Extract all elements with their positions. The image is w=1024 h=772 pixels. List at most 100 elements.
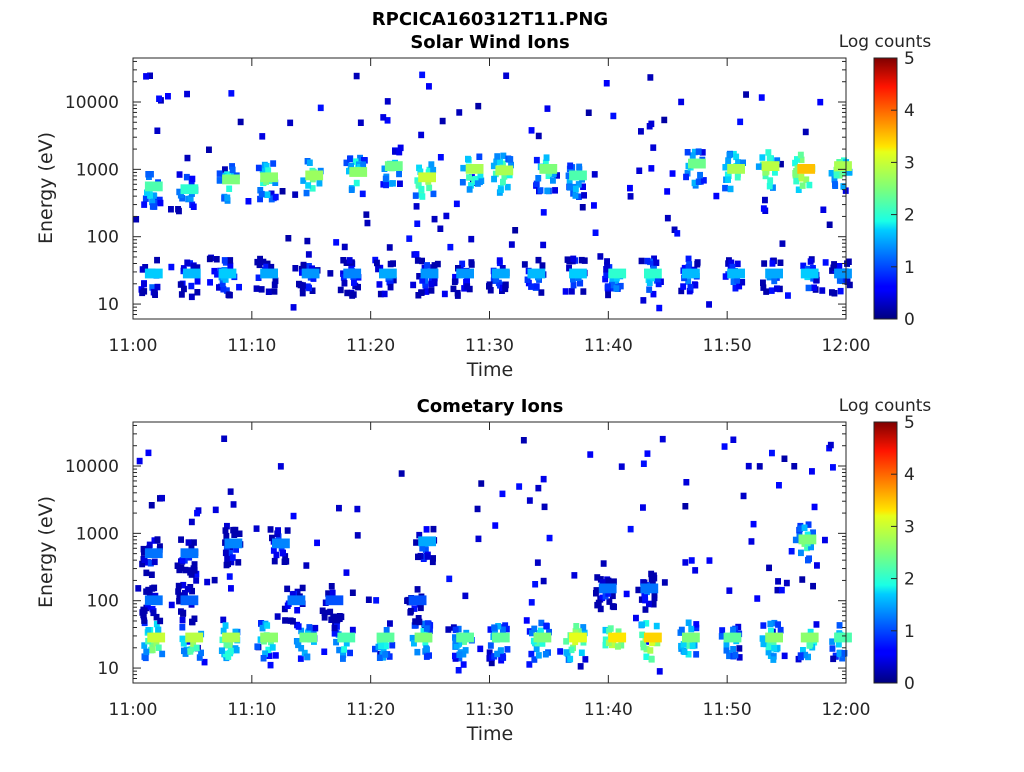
heatmap-cell-noise	[259, 133, 266, 140]
heatmap-cell	[775, 621, 781, 628]
heatmap-cell	[774, 285, 780, 292]
heatmap-cell-core	[301, 268, 320, 279]
heatmap-cell-noise	[648, 165, 655, 172]
heatmap-cell	[766, 155, 773, 162]
heatmap-cell	[452, 652, 458, 660]
heatmap-cell	[651, 574, 658, 582]
heatmap-cell	[271, 281, 278, 288]
heatmap-cell	[306, 159, 313, 166]
heatmap-cell	[430, 555, 436, 562]
heatmap-cell-noise	[268, 190, 275, 197]
heatmap-cell-noise	[591, 202, 597, 209]
heatmap-cell	[760, 284, 767, 291]
heatmap-cell	[539, 262, 546, 269]
heatmap-cell	[216, 170, 223, 177]
heatmap-cell-noise	[785, 292, 791, 299]
heatmap-cell	[535, 175, 542, 182]
heatmap-cell-noise	[237, 118, 244, 126]
heatmap-cell	[730, 278, 737, 285]
heatmap-cell-core	[682, 268, 700, 279]
heatmap-cell	[408, 607, 414, 615]
heatmap-cell-noise	[748, 538, 755, 545]
heatmap-cell	[618, 642, 625, 649]
heatmap-cell	[151, 584, 158, 592]
heatmap-cell	[418, 289, 425, 296]
heatmap-cell-noise	[736, 645, 743, 652]
heatmap-cell	[376, 281, 383, 288]
heatmap-cell-noise	[706, 301, 712, 308]
heatmap-cell	[298, 627, 305, 635]
heatmap-cell-core	[608, 632, 627, 643]
x-tick-label: 11:40	[584, 336, 633, 356]
heatmap-cell	[499, 265, 506, 272]
heatmap-cell-noise	[220, 616, 227, 624]
heatmap-cell	[638, 596, 645, 603]
heatmap-cell	[254, 643, 261, 650]
heatmap-cell-noise	[721, 443, 728, 450]
heatmap-cell-core	[343, 268, 362, 279]
heatmap-cell	[765, 149, 772, 156]
heatmap-cell-core	[765, 268, 783, 279]
colorbar-tick-label: 0	[904, 674, 915, 694]
heatmap-cell-noise	[333, 239, 340, 246]
heatmap-cell	[303, 189, 310, 197]
heatmap-cell	[811, 284, 817, 291]
heatmap-cell	[503, 625, 510, 633]
heatmap-cell-noise	[830, 464, 836, 471]
heatmap-cell	[683, 173, 689, 181]
heatmap-cell	[581, 192, 587, 199]
heatmap-cell	[325, 590, 332, 597]
heatmap-cell	[294, 607, 301, 614]
heatmap-cell	[763, 288, 770, 295]
heatmap-cell	[689, 152, 696, 159]
heatmap-cell	[726, 151, 733, 159]
heatmap-cell	[566, 258, 573, 265]
heatmap-cell	[755, 163, 762, 170]
heatmap-cell	[732, 285, 739, 292]
heatmap-cell	[760, 640, 767, 648]
heatmap-cell	[468, 182, 474, 189]
heatmap-cell	[334, 616, 341, 623]
heatmap-cell	[272, 652, 279, 659]
heatmap-cell-noise	[776, 482, 782, 489]
heatmap-cell	[581, 257, 588, 264]
heatmap-cell	[681, 264, 688, 272]
heatmap-cell	[331, 624, 338, 632]
heatmap-cell	[604, 258, 610, 265]
colorbar-solar-wind: Log counts 0 1 2 3 4 5	[839, 32, 932, 330]
heatmap-cell	[221, 195, 228, 202]
heatmap-cell	[844, 260, 850, 267]
heatmap-cell	[486, 281, 493, 288]
heatmap-cell-noise	[571, 572, 578, 579]
heatmap-cell	[151, 558, 158, 566]
x-tick-label: 11:30	[465, 700, 514, 720]
heatmap-cell	[617, 282, 624, 290]
heatmap-cell	[191, 561, 198, 568]
heatmap-cell	[283, 558, 290, 565]
heatmap-cell-noise	[799, 576, 806, 583]
heatmap-cell	[188, 282, 195, 290]
heatmap-cell	[602, 626, 609, 634]
heatmap-cell-noise	[168, 601, 175, 609]
heatmap-cell-noise	[783, 579, 790, 587]
heatmap-cell	[452, 637, 459, 644]
heatmap-cell-noise	[603, 80, 610, 87]
heatmap-cell	[685, 278, 692, 285]
heatmap-cell-noise	[224, 522, 230, 530]
heatmap-cell	[412, 192, 419, 199]
heatmap-cell	[565, 172, 572, 179]
heatmap-cell	[769, 260, 776, 267]
heatmap-cell	[722, 164, 729, 171]
heatmap-cell	[563, 638, 570, 645]
heatmap-cell	[504, 183, 511, 191]
heatmap-cell	[768, 287, 775, 294]
heatmap-cell-core	[144, 268, 163, 279]
heatmap-cell	[155, 644, 162, 651]
heatmap-cell	[415, 553, 421, 561]
heatmap-cell-core	[834, 161, 852, 171]
heatmap-cell	[543, 154, 550, 161]
heatmap-cell	[221, 257, 228, 264]
heatmap-cell	[575, 628, 582, 635]
heatmap-cell	[451, 278, 458, 285]
heatmap-cell	[220, 627, 227, 635]
